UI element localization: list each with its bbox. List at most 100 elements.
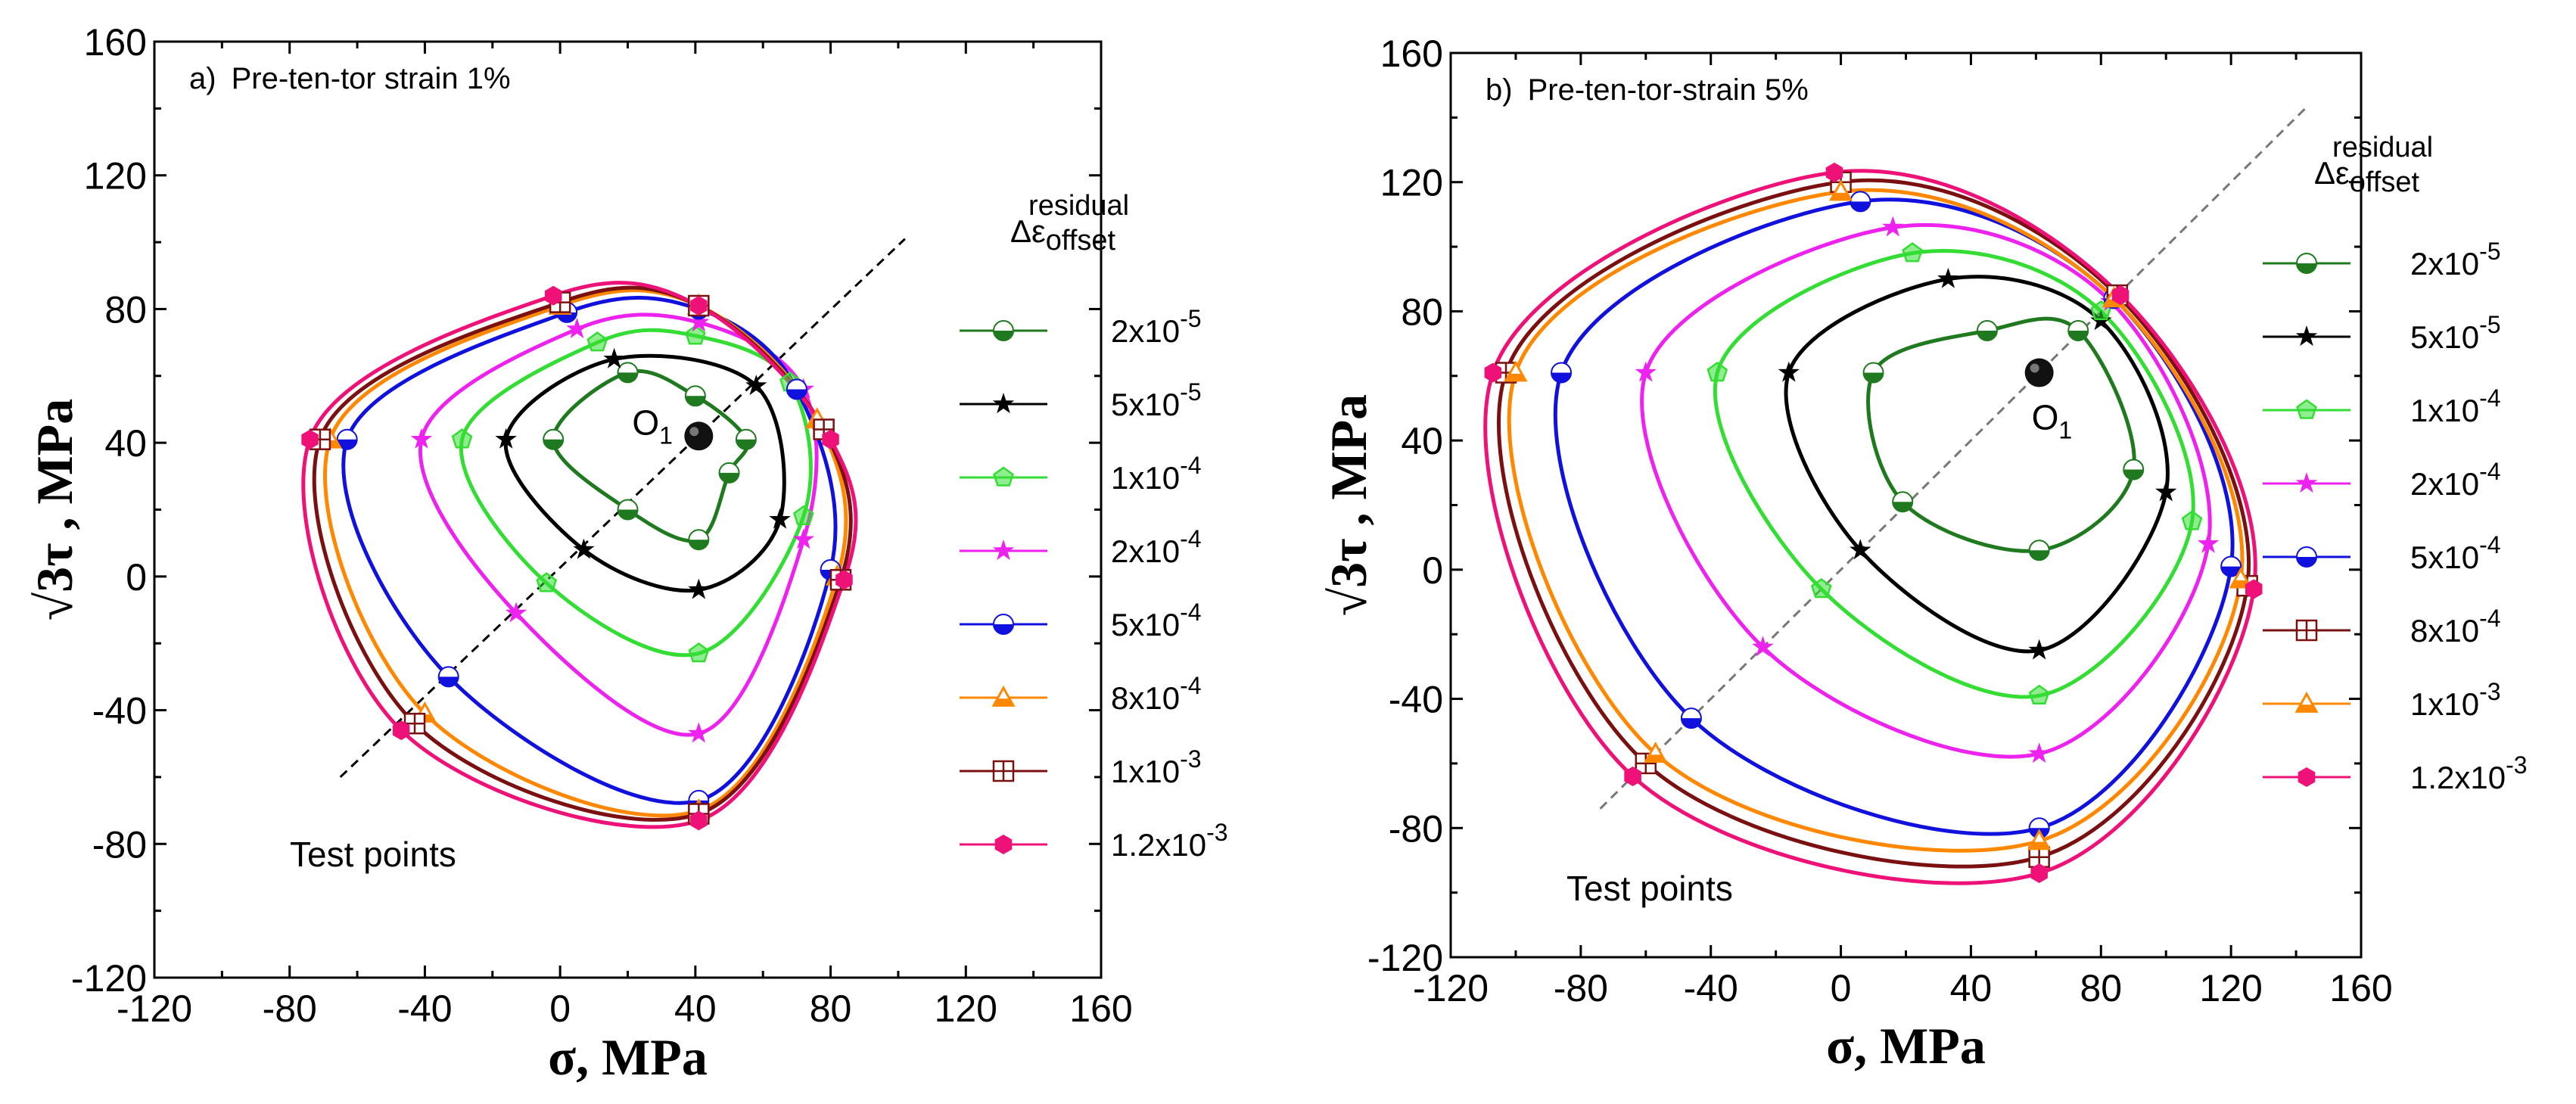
x-tick-label: 120 [2199,967,2262,1009]
test-point [769,508,791,529]
test-point [495,428,517,449]
chart-panel-a: -120-120 -80 -80 -40 -40 0 0 40 40 80 80 120 120 160 1… [26,21,1228,1086]
y-tick-label: 0 [126,556,147,599]
legend-label: 1x10-4 [1111,452,1202,496]
test-point [688,529,710,551]
test-point [1825,162,1843,182]
legend-label: 5x10-5 [2410,311,2501,355]
legend-marker [993,614,1014,635]
test-point [1680,707,1702,729]
legend-item: 1x10-3 [960,745,1202,789]
test-point [745,375,767,396]
test-point [2028,684,2050,705]
test-point [2220,555,2242,577]
legend-item: 2x10-5 [960,305,1202,349]
legend-label: 8x10-4 [1111,672,1202,716]
y-tick-label: 160 [84,21,147,64]
yield-curve-1 [503,353,786,592]
test-point [2067,320,2089,342]
panel-title-text: Pre-ten-tor strain 1% [232,62,511,95]
test-point [1810,577,1832,599]
center-label-o1: O1 [632,403,673,449]
legend-label: 1x10-3 [2410,678,2501,722]
test-point [684,385,706,407]
legend-item: 1x10-4 [960,452,1202,496]
test-point [1862,362,1884,384]
test-point [688,578,710,599]
x-tick-label: 40 [674,987,717,1030]
test-point [2028,639,2050,660]
legend-marker [994,835,1013,854]
panel-title: b) Pre-ten-tor-strain 5% [1486,73,1809,107]
center-label-o1: O1 [2032,398,2073,444]
yield-curve-0 [1866,316,2136,553]
legend-label: 1.2x10-3 [1111,819,1228,863]
legend-label: 1x10-4 [2410,384,2501,428]
legend-marker [2295,325,2318,347]
x-tick-label: -80 [1554,967,1608,1009]
center-point-o1 [2024,358,2054,387]
legend-item: 1.2x10-3 [960,819,1228,863]
test-point [2229,567,2253,589]
legend-item: 5x10-4 [960,599,1202,642]
test-point [1752,636,1774,657]
legend-title: Δεoffsetresidual [2314,132,2433,198]
yield-curve-5 [1497,178,2251,869]
chart-panel-b: -120-120 -80 -80 -40 -40 0 0 40 40 80 80 120 120 160 1… [1320,33,2528,1074]
x-tick-label: 80 [810,987,852,1030]
legend-marker [2296,253,2317,274]
test-point [786,378,807,400]
test-point [2197,532,2220,553]
x-tick-label: -80 [263,987,317,1030]
panel-letter: b) [1486,73,1513,107]
test-point [793,505,814,526]
legend-label: 1x10-3 [1111,745,1202,789]
test-point [336,428,358,450]
y-tick-label: 40 [1401,420,1443,462]
legend-item: 8x10-4 [960,672,1202,716]
y-tick-label: -40 [92,690,147,732]
test-point [690,296,708,316]
x-tick-label: -40 [1684,967,1738,1009]
legend-item: 2x10-5 [2263,238,2501,281]
test-point [573,538,595,559]
x-tick-label: 160 [1069,987,1132,1030]
legend-label: 5x10-4 [2410,531,2501,575]
legend-item: 5x10-5 [2263,311,2501,355]
test-point [536,572,558,592]
test-point [617,362,639,384]
x-tick-label: -120 [117,987,192,1030]
legend-item: 1x10-4 [2263,384,2501,428]
legend-label: 1.2x10-3 [2410,751,2528,795]
y-tick-label: 120 [1380,162,1443,204]
y-tick-label: 80 [104,288,147,331]
legend-marker [992,760,1015,782]
legend-marker [991,685,1016,707]
legend-marker [2295,472,2318,493]
test-point [1902,242,1923,263]
y-axis-label: √3τ , MPa [1320,394,1377,616]
test-point [617,499,639,521]
test-point [544,285,562,306]
test-point [410,428,433,449]
yield-curve-3 [418,313,819,737]
legend-label: 2x10-4 [2410,458,2501,502]
test-point [1624,767,1641,786]
test-point [1829,179,1853,201]
x-tick-label: -120 [1413,967,1489,1009]
test-point [2123,459,2145,480]
legend-label: 5x10-4 [1111,599,1202,642]
test-point [1976,320,1998,342]
y-tick-label: -120 [71,957,147,1000]
center-point-highlight [2030,363,2039,373]
test-point [735,428,757,450]
y-tick-label: -40 [1389,679,1443,721]
test-point [1644,742,1668,763]
yield-curve-0 [551,369,749,543]
test-point [2181,510,2203,530]
test-point [690,810,708,831]
x-axis-label: σ, MPa [1826,1017,1986,1074]
panel-letter: a) [189,62,216,95]
x-tick-label: 40 [1950,967,1993,1009]
